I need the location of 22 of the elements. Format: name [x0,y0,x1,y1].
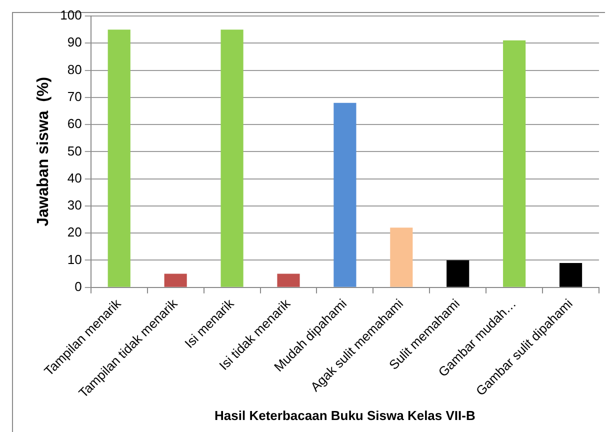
x-axis-title: Hasil Keterbacaan Buku Siswa Kelas VII-B [214,408,476,423]
y-axis-title: Jawaban siswa (%) [35,76,52,226]
bar [108,30,130,287]
bar [164,274,187,287]
y-tick-label: 10 [67,252,82,267]
y-tick-label: 100 [60,8,82,23]
y-tick-label: 90 [67,34,82,50]
bar [277,274,300,287]
y-tick-label: 70 [67,88,82,104]
y-tick-label: 0 [74,278,82,294]
y-tick-label: 40 [67,170,82,186]
bar [390,228,413,287]
y-tick-label: 30 [67,198,82,213]
y-tick-label: 60 [67,116,82,132]
bar [559,262,582,287]
y-tick-label: 80 [67,62,82,77]
bar [220,30,244,287]
bar [503,40,526,287]
y-tick-label: 50 [67,143,82,158]
y-tick-label: 20 [67,224,82,240]
bar [334,102,356,287]
bar [446,260,470,287]
